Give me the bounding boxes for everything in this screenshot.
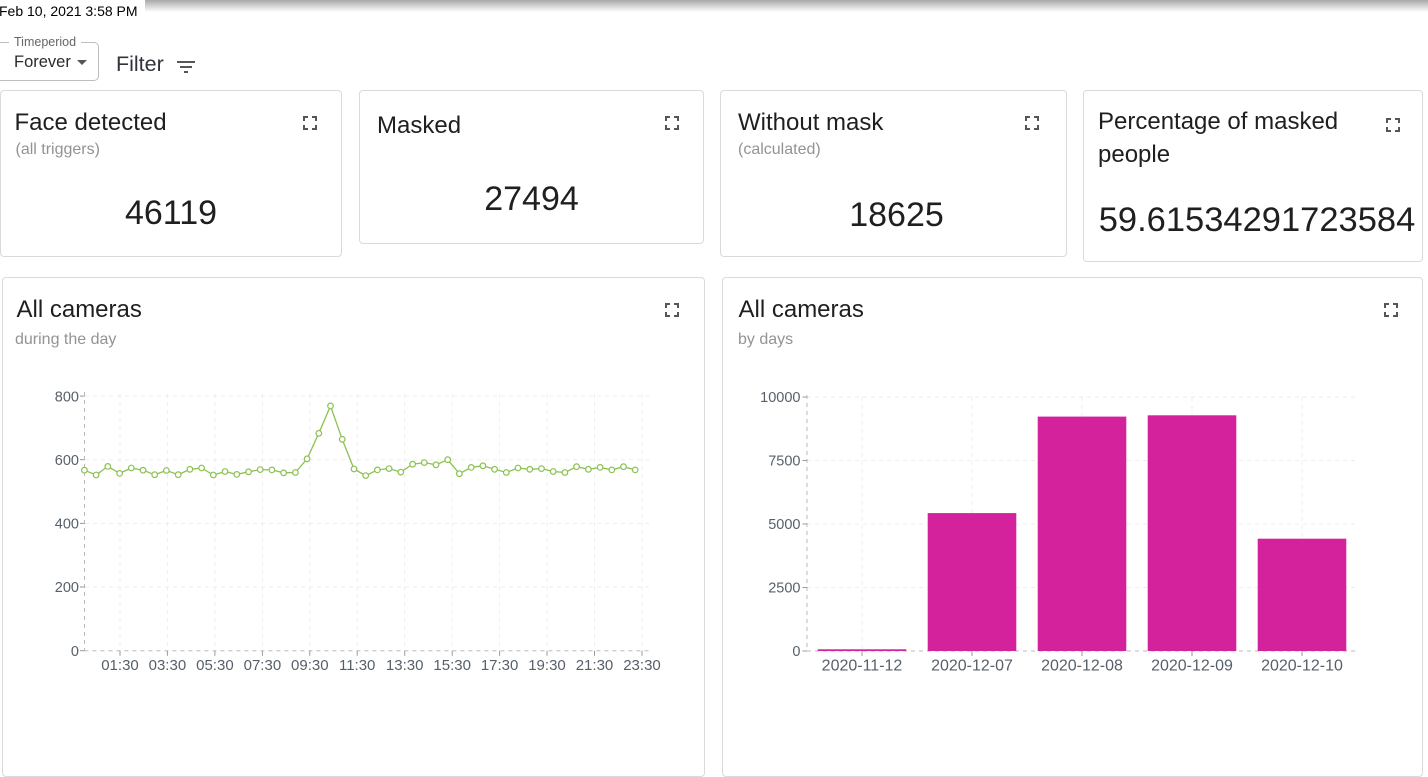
- svg-text:7500: 7500: [768, 454, 800, 470]
- svg-text:15:30: 15:30: [433, 657, 471, 674]
- svg-text:2020-12-09: 2020-12-09: [1151, 658, 1233, 675]
- svg-text:600: 600: [55, 453, 79, 469]
- svg-text:2020-11-12: 2020-11-12: [822, 658, 903, 675]
- svg-text:03:30: 03:30: [149, 657, 187, 674]
- svg-text:01:30: 01:30: [101, 657, 139, 674]
- svg-text:21:30: 21:30: [576, 657, 614, 674]
- svg-text:800: 800: [55, 389, 79, 405]
- svg-text:07:30: 07:30: [244, 657, 282, 674]
- svg-text:200: 200: [55, 580, 79, 596]
- svg-text:0: 0: [71, 644, 79, 660]
- svg-text:05:30: 05:30: [196, 657, 234, 674]
- svg-text:13:30: 13:30: [386, 657, 424, 674]
- svg-text:400: 400: [55, 517, 79, 533]
- svg-text:23:30: 23:30: [623, 657, 661, 674]
- svg-text:2020-12-08: 2020-12-08: [1041, 658, 1123, 675]
- svg-text:17:30: 17:30: [481, 657, 519, 674]
- svg-text:2500: 2500: [768, 581, 800, 597]
- svg-text:2020-12-07: 2020-12-07: [931, 658, 1013, 675]
- svg-text:11:30: 11:30: [339, 657, 375, 674]
- svg-text:09:30: 09:30: [291, 657, 329, 674]
- svg-text:2020-12-10: 2020-12-10: [1261, 658, 1343, 675]
- svg-text:5000: 5000: [768, 517, 800, 533]
- svg-text:0: 0: [792, 644, 800, 660]
- svg-text:19:30: 19:30: [528, 657, 566, 674]
- svg-text:10000: 10000: [760, 390, 800, 406]
